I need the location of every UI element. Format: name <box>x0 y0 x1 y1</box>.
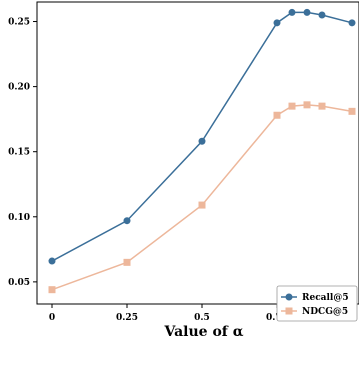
data-point <box>288 8 296 16</box>
data-point <box>273 19 281 27</box>
legend-box <box>276 285 358 322</box>
axis-ticks: 00.250.50.7510.050.100.150.200.25 <box>8 18 355 323</box>
y-tick-label: 0.15 <box>8 148 30 158</box>
x-axis-title: Value of α <box>164 324 244 340</box>
legend-label: NDCG@5 <box>302 307 348 317</box>
data-point <box>318 11 326 19</box>
plot-frame <box>36 1 359 305</box>
series-layer <box>48 8 356 294</box>
y-tick-label: 0.10 <box>8 213 30 223</box>
legend-label: Recall@5 <box>302 293 349 303</box>
data-point <box>348 19 356 27</box>
series-line-recall-5 <box>51 11 353 262</box>
y-tick-label: 0.25 <box>8 18 30 28</box>
data-point <box>198 137 206 145</box>
legend-marker <box>285 293 293 301</box>
x-tick-label: 0 <box>49 313 55 323</box>
data-point <box>123 258 131 266</box>
x-tick-label: 0.25 <box>116 313 138 323</box>
data-point <box>198 201 206 209</box>
data-point <box>273 111 281 119</box>
data-point <box>318 102 326 110</box>
y-tick-label: 0.20 <box>8 83 30 93</box>
y-tick-label: 0.05 <box>8 278 30 288</box>
data-point <box>48 257 56 265</box>
data-point <box>303 8 311 16</box>
legend-marker <box>285 307 293 315</box>
x-tick-label: 0.5 <box>194 313 210 323</box>
legend: Recall@5 NDCG@5 <box>276 285 358 322</box>
series-line-ndcg-5 <box>51 104 353 291</box>
data-point <box>48 286 56 294</box>
data-point <box>303 101 311 109</box>
data-point <box>288 102 296 110</box>
data-point <box>123 217 131 225</box>
data-point <box>348 107 356 115</box>
